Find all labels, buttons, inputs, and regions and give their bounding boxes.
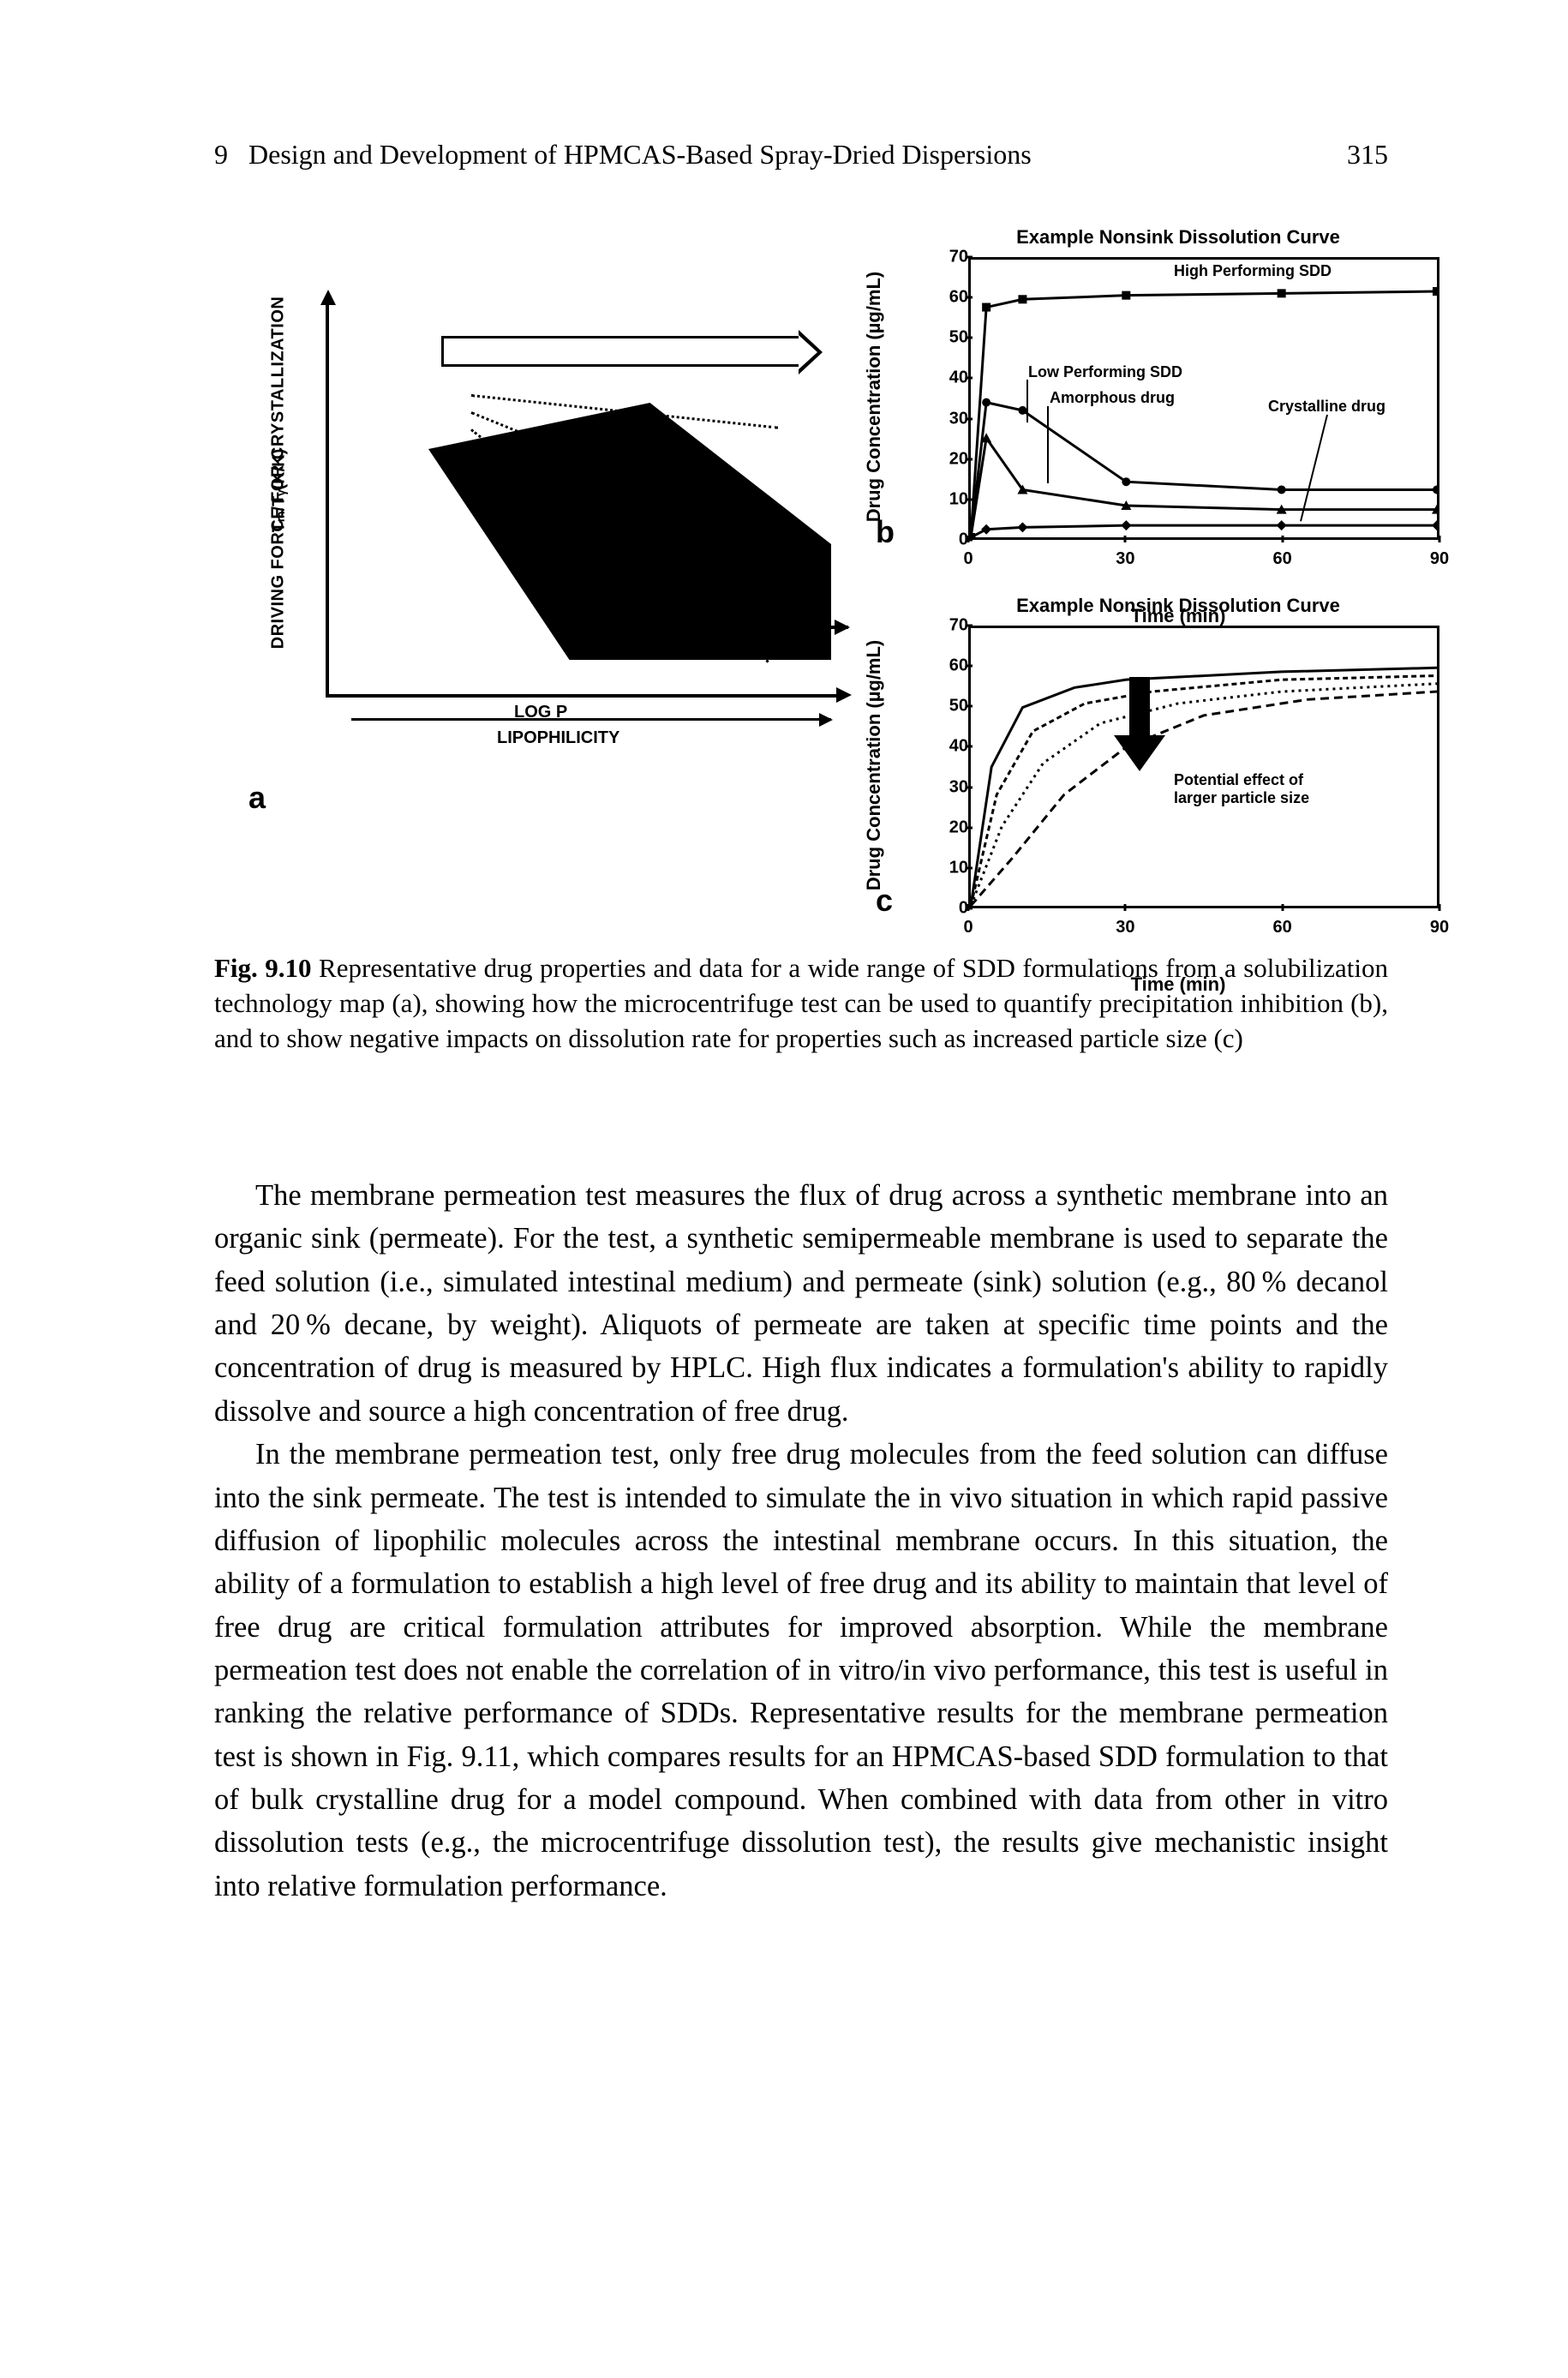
ytick-mark [966,705,973,708]
xtick: 30 [1116,918,1134,937]
ytick: 20 [934,818,968,837]
xtick: 90 [1430,549,1449,569]
ytick: 50 [934,328,968,348]
xtick-mark [1281,536,1284,542]
ytick-mark [966,786,973,788]
ytick-mark [966,256,973,259]
ytick: 60 [934,288,968,308]
xtick-mark [1439,536,1441,542]
ytick: 0 [934,530,968,550]
xtick: 60 [1273,549,1292,569]
panel-a-y-inner: Tₘ/Tᵧ(K/K) [268,405,290,577]
ytick: 40 [934,368,968,388]
xtick: 0 [963,918,973,937]
paragraph-2: In the membrane permeation test, only fr… [214,1433,1388,1908]
xtick: 30 [1116,549,1134,569]
panel-b-ylabel: Drug Concentration (µg/mL) [863,234,885,560]
header-left: 9 Design and Development of HPMCAS-Based… [214,139,1032,171]
ytick: 0 [934,899,968,919]
page-number: 315 [1347,139,1388,171]
xtick-mark [1124,536,1127,542]
panel-c-title: Example Nonsink Dissolution Curve [917,595,1439,617]
panel-c-label: c [876,883,893,919]
panel-c-plot [968,626,1439,908]
xtick: 60 [1273,918,1292,937]
running-head: 9 Design and Development of HPMCAS-Based… [214,139,1388,171]
panel-a-lipo-arrow-icon [351,718,831,721]
ytick: 20 [934,449,968,469]
xtick-mark [1124,904,1127,911]
chapter-title: Design and Development of HPMCAS-Based S… [248,139,1032,170]
ytick-mark [966,826,973,829]
panel-a-label: a [248,780,266,816]
panel-a-x-arrow-icon [836,687,852,703]
ytick: 10 [934,858,968,878]
body-text: The membrane permeation test measures th… [214,1174,1388,1908]
ytick: 70 [934,248,968,267]
xtick-mark [967,904,970,911]
panel-a-y-arrow-icon [320,290,336,305]
ytick-mark [966,866,973,869]
ytick: 30 [934,777,968,797]
panel-a-arrow-to-c [617,626,848,629]
panel-a-arrow-to-b [441,336,801,367]
figure-caption: Fig. 9.10 Representative drug properties… [214,951,1388,1057]
ytick-mark [966,746,973,748]
panel-b-label: b [876,514,895,550]
panel-b-leader-low [1026,380,1028,422]
panel-c-arrow-icon [1114,677,1165,771]
panel-b-leader-amorph [1047,406,1049,483]
panel-c: Example Nonsink Dissolution Curve Drug C… [917,626,1439,943]
ytick: 40 [934,737,968,757]
xtick: 0 [963,549,973,569]
ytick-mark [966,498,973,500]
xtick: 90 [1430,918,1449,937]
panel-b-label-low: Low Performing SDD [1028,363,1182,381]
ytick-mark [966,625,973,627]
ytick-mark [966,417,973,420]
ytick-mark [966,458,973,460]
figure-9-10: DRIVING FORCE FOR CRYSTALLIZATION Tₘ/Tᵧ(… [214,223,1388,925]
panel-b: Example Nonsink Dissolution Curve Drug C… [917,257,1439,574]
ytick-mark [966,665,973,668]
panel-b-title: Example Nonsink Dissolution Curve [917,226,1439,249]
panel-b-label-cryst: Crystalline drug [1268,398,1385,416]
ytick: 50 [934,697,968,716]
caption-text: Representative drug properties and data … [214,953,1388,1053]
paragraph-1: The membrane permeation test measures th… [214,1174,1388,1433]
panel-c-annotation: Potential effect of larger particle size [1174,771,1309,807]
panel-a: DRIVING FORCE FOR CRYSTALLIZATION Tₘ/Tᵧ(… [214,291,848,806]
panel-a-x-bottom: LIPOPHILICITY [497,728,619,748]
panel-b-label-amorph: Amorphous drug [1050,389,1175,407]
ytick: 70 [934,616,968,636]
figure-label: Fig. 9.10 [214,953,312,983]
panel-c-svg [971,628,1437,906]
ytick: 60 [934,656,968,676]
panel-b-label-high: High Performing SDD [1174,262,1332,280]
ytick-mark [966,297,973,299]
ytick-mark [966,337,973,339]
xtick-mark [1439,904,1441,911]
xtick-mark [1281,904,1284,911]
xtick-mark [967,536,970,542]
ytick: 30 [934,409,968,428]
panel-c-ylabel: Drug Concentration (µg/mL) [863,602,885,928]
chapter-number: 9 [214,139,228,170]
ytick: 10 [934,489,968,509]
ytick-mark [966,377,973,380]
page: 9 Design and Development of HPMCAS-Based… [0,0,1568,2378]
